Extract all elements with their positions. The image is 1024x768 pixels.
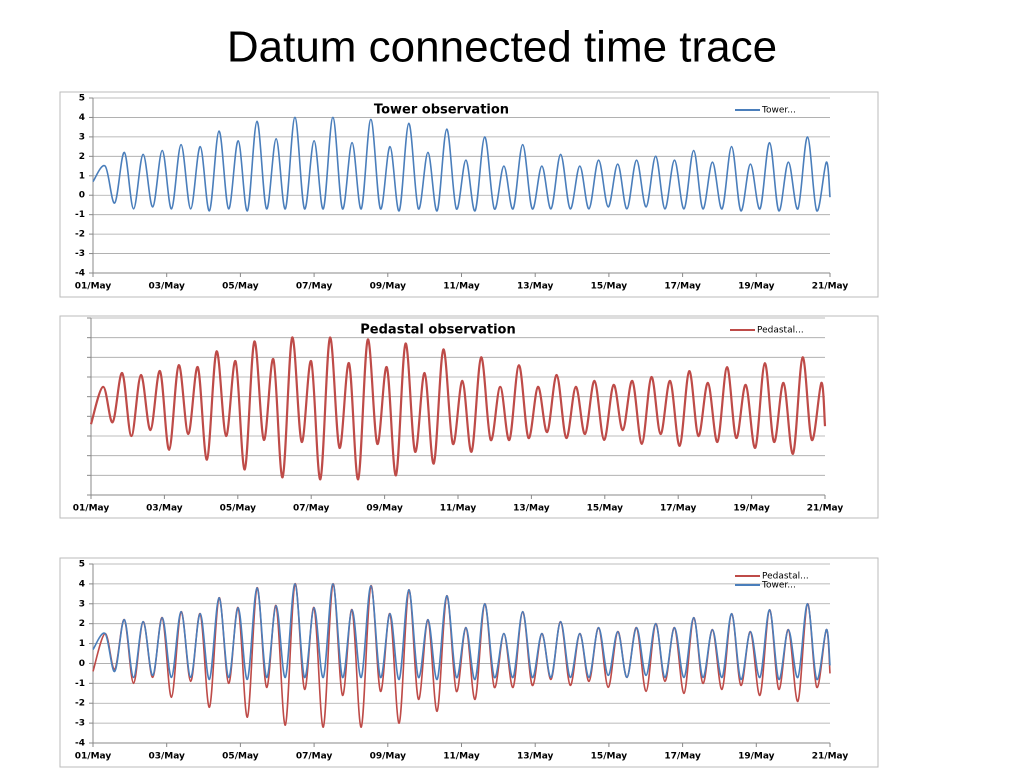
legend-label: Pedastal... [762,572,809,582]
chart-frame [59,557,879,768]
x-tick-label: 03/May [148,282,185,292]
x-tick-label: 19/May [733,504,770,514]
x-tick-label: 13/May [517,752,554,762]
x-tick-label: 03/May [146,504,183,514]
x-tick-label: 17/May [664,282,701,292]
x-tick-label: 15/May [591,752,628,762]
x-tick-label: 11/May [440,504,477,514]
y-tick-label: -2 [75,699,85,709]
y-tick-label: 3 [79,132,85,142]
x-tick-label: 21/May [807,504,844,514]
x-tick-label: 05/May [222,282,259,292]
y-tick-label: 0 [79,659,85,669]
x-tick-label: 19/May [738,752,775,762]
x-tick-label: 11/May [443,752,480,762]
series-line [92,116,831,212]
legend-label: Tower... [761,581,796,591]
x-tick-label: 07/May [293,504,330,514]
x-tick-label: 07/May [296,282,333,292]
y-tick-label: 1 [79,171,85,181]
x-tick-label: 11/May [443,282,480,292]
x-tick-label: 21/May [812,752,849,762]
y-tick-label: -1 [75,679,85,689]
chart-frame [59,315,879,519]
x-tick-label: 09/May [370,752,407,762]
x-tick-label: 17/May [660,504,697,514]
y-tick-label: 1 [79,639,85,649]
x-tick-label: 07/May [296,752,333,762]
x-tick-label: 03/May [148,752,185,762]
y-tick-label: 2 [79,152,85,162]
chart-title: Pedastal observation [360,323,515,338]
chart-frame [59,91,879,298]
y-tick-label: 3 [79,599,85,609]
y-tick-label: 4 [79,579,85,589]
legend-label: Pedastal... [757,326,804,336]
y-tick-label: 0 [79,191,85,201]
y-tick-label: 4 [79,113,85,123]
x-tick-label: 01/May [73,504,110,514]
y-tick-label: -2 [75,230,85,240]
x-tick-label: 13/May [513,504,550,514]
x-tick-label: 21/May [812,282,849,292]
x-tick-label: 19/May [738,282,775,292]
x-tick-label: 13/May [517,282,554,292]
y-tick-label: 5 [79,94,85,104]
x-tick-label: 09/May [366,504,403,514]
slide-title: Datum connected time trace [227,23,777,72]
y-tick-label: 5 [79,560,85,570]
x-tick-label: 17/May [664,752,701,762]
x-tick-label: 05/May [222,752,259,762]
x-tick-label: 01/May [75,752,112,762]
y-tick-label: -3 [75,249,85,259]
series-line [92,583,831,681]
y-tick-label: 2 [79,619,85,629]
x-tick-label: 15/May [591,282,628,292]
x-tick-label: 05/May [220,504,257,514]
series-line [89,336,827,481]
y-tick-label: -4 [75,269,85,279]
chart-title: Tower observation [374,103,509,118]
y-tick-label: -3 [75,719,85,729]
y-tick-label: -4 [75,739,85,749]
x-tick-label: 15/May [587,504,624,514]
x-tick-label: 09/May [370,282,407,292]
legend-label: Tower... [761,106,796,116]
y-tick-label: -1 [75,210,85,220]
x-tick-label: 01/May [75,282,112,292]
